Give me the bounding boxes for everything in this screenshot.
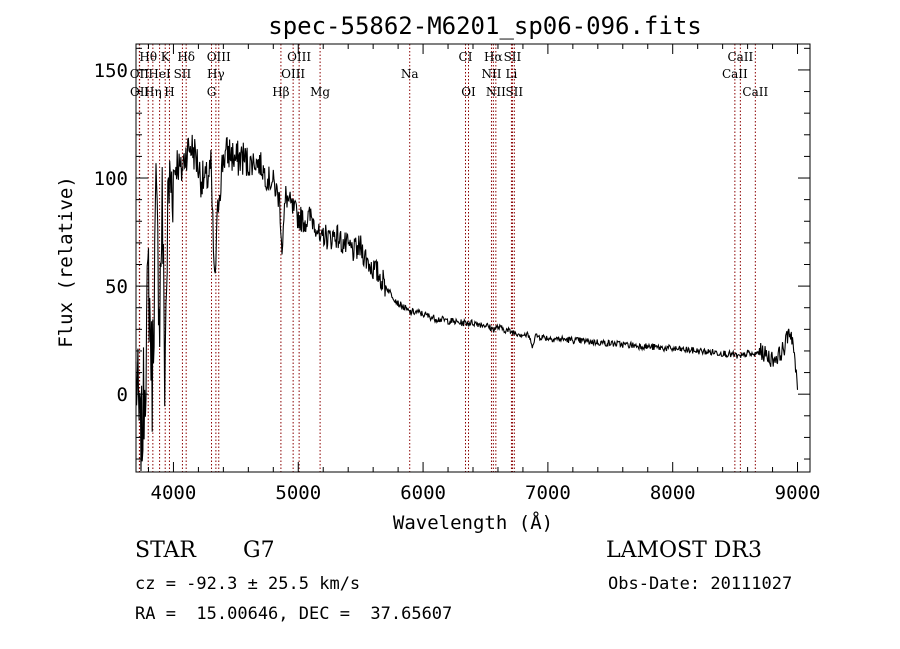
- y-tick-label-0: 0: [117, 384, 128, 406]
- x-axis-label: Wavelength (Å): [393, 511, 553, 534]
- plot-frame: [135, 43, 811, 473]
- obs-date: Obs-Date: 20111027: [608, 574, 793, 594]
- x-tick-label-7000: 7000: [525, 482, 571, 504]
- marker-label-7: SII: [504, 50, 522, 64]
- object-class: STAR: [135, 538, 196, 563]
- marker-label-9: OII: [130, 67, 150, 81]
- x-tick-label-5000: 5000: [275, 482, 321, 504]
- marker-label-5: CI: [459, 50, 473, 64]
- y-tick-label-50: 50: [105, 276, 128, 298]
- chart-title: spec-55862-M6201_sp06-096.fits: [268, 12, 701, 40]
- y-axis-label: Flux (relative): [55, 176, 77, 348]
- marker-label-17: CaII: [722, 67, 748, 81]
- marker-label-13: OIII: [281, 67, 305, 81]
- marker-label-3: OIII: [207, 50, 231, 64]
- spectral-line-markers: [138, 44, 756, 472]
- object-subclass: G7: [243, 538, 275, 563]
- y-tick-label-100: 100: [94, 168, 128, 190]
- marker-label-25: NII: [486, 85, 506, 99]
- marker-label-2: Hδ: [177, 50, 195, 64]
- marker-label-6: Hα: [484, 50, 503, 64]
- x-axis-ticks: 4000 5000 6000 7000 8000 9000: [147, 44, 821, 504]
- marker-label-16: Li: [506, 67, 518, 81]
- marker-label-24: OI: [461, 85, 476, 99]
- survey-name: LAMOST DR3: [606, 538, 762, 563]
- marker-label-22: Hβ: [272, 85, 289, 99]
- x-tick-label-9000: 9000: [775, 482, 821, 504]
- x-tick-label-4000: 4000: [151, 482, 197, 504]
- marker-label-1: K: [161, 50, 171, 64]
- marker-label-10: HeI: [148, 67, 171, 81]
- marker-label-26: SII: [505, 85, 523, 99]
- marker-label-12: Hγ: [207, 67, 225, 81]
- y-tick-label-150: 150: [94, 60, 128, 82]
- marker-label-11: SII: [174, 67, 192, 81]
- coordinates: RA = 15.00646, DEC = 37.65607: [135, 604, 453, 624]
- marker-label-21: G: [207, 85, 217, 99]
- x-tick-label-8000: 8000: [650, 482, 696, 504]
- marker-label-20: H: [164, 85, 174, 99]
- marker-label-23: Mg: [310, 85, 330, 99]
- marker-label-27: CaII: [742, 85, 768, 99]
- marker-label-19: Hη: [144, 85, 162, 99]
- marker-label-15: NII: [481, 67, 501, 81]
- x-tick-label-6000: 6000: [400, 482, 446, 504]
- redshift-text: cz = -92.3 ± 25.5 km/s: [135, 574, 361, 594]
- y-axis-ticks: 0 50 100 150: [94, 47, 810, 460]
- marker-label-14: Na: [401, 67, 419, 81]
- marker-label-4: OIII: [287, 50, 311, 64]
- flux-series-line: [135, 134, 799, 472]
- marker-label-0: Hθ: [139, 50, 157, 64]
- marker-label-8: CaII: [727, 50, 753, 64]
